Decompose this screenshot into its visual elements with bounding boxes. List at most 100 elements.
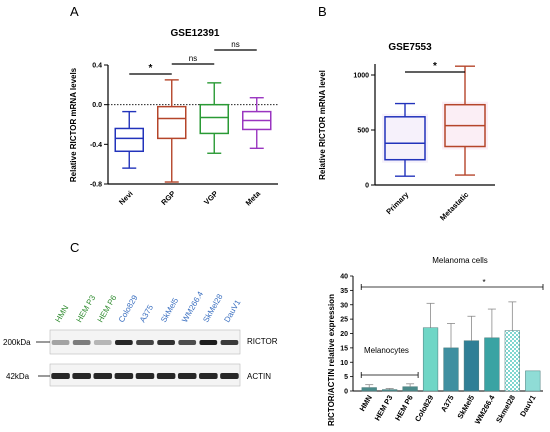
lane-label: A375 bbox=[138, 303, 155, 324]
marker-42kda: 42kDa bbox=[6, 372, 30, 381]
panel-letter-a: A bbox=[70, 4, 79, 19]
category-label: VGP bbox=[202, 189, 220, 207]
lane-label: SkMel28 bbox=[201, 292, 225, 324]
band-actin bbox=[135, 373, 155, 379]
band-actin bbox=[177, 373, 197, 379]
box-rgp bbox=[157, 79, 187, 183]
category-label: WM266.4 bbox=[473, 393, 497, 426]
box-meta bbox=[242, 97, 272, 150]
y-tick-label: 0 bbox=[365, 183, 369, 190]
category-label: Colo829 bbox=[413, 394, 435, 424]
band-actin bbox=[199, 373, 218, 379]
bar-hemp6 bbox=[402, 386, 418, 392]
box-vgp bbox=[199, 82, 229, 154]
y-tick-label: 25 bbox=[340, 317, 348, 324]
band-actin bbox=[51, 373, 70, 379]
y-tick-label: 500 bbox=[357, 128, 369, 135]
y-tick-label: 0 bbox=[344, 389, 348, 396]
category-label: Skmel28 bbox=[494, 394, 517, 425]
lane-label: SkMel5 bbox=[159, 296, 180, 324]
band-actin bbox=[156, 373, 176, 379]
band-rictor bbox=[199, 340, 218, 345]
comparison-label: ns bbox=[231, 40, 239, 49]
box-shade bbox=[382, 113, 428, 163]
category-label: Meta bbox=[244, 188, 263, 207]
category-label: Primary bbox=[384, 189, 411, 216]
bar-hmn bbox=[361, 387, 377, 392]
bar-colo829 bbox=[422, 327, 439, 392]
category-label: A375 bbox=[439, 394, 456, 414]
box-metastatic bbox=[442, 65, 488, 176]
panel-c-ylabel: RICTOR/ACTIN relative expression bbox=[327, 294, 336, 426]
box-iqr bbox=[199, 103, 229, 135]
band-actin bbox=[114, 373, 134, 379]
y-tick-label: 15 bbox=[340, 345, 348, 352]
y-tick-label: 0.4 bbox=[92, 63, 102, 70]
category-label: Metastatic bbox=[438, 190, 470, 222]
bar-skmel5 bbox=[463, 340, 480, 392]
panel-b-boxplot: GSE7553 Relative RICTOR mRNA level 0 500 1… bbox=[318, 42, 495, 222]
band-label-rictor: RICTOR bbox=[247, 337, 278, 346]
box-iqr bbox=[384, 116, 426, 161]
bar-a375 bbox=[443, 347, 459, 392]
band-actin bbox=[93, 373, 113, 379]
lane-label: Colo829 bbox=[117, 293, 140, 324]
box-primary bbox=[382, 102, 428, 177]
band-rictor bbox=[93, 340, 112, 345]
annotation-melanoma-cells: Melanoma cells bbox=[432, 256, 488, 265]
y-tick-label: 30 bbox=[340, 302, 348, 309]
y-tick-label: 35 bbox=[340, 288, 348, 295]
band-label-actin: ACTIN bbox=[247, 372, 271, 381]
category-label: HEM P6 bbox=[393, 394, 415, 423]
band-actin bbox=[72, 373, 91, 379]
bar-wm2664 bbox=[484, 337, 500, 392]
band-rictor bbox=[115, 340, 133, 345]
category-label: Nevi bbox=[117, 189, 135, 207]
comparison-label: * bbox=[433, 61, 437, 72]
bar-skmel28 bbox=[504, 330, 520, 392]
lane-label: HEM P6 bbox=[96, 293, 119, 324]
panel-a-boxplot: GSE12391 Relative RICTOR mRNA levels -0.… bbox=[69, 28, 278, 208]
panel-a-title: GSE12391 bbox=[171, 28, 220, 39]
band-rictor bbox=[136, 340, 154, 345]
category-label: HMN bbox=[358, 394, 374, 413]
y-tick-label: -0.4 bbox=[90, 142, 102, 149]
band-rictor bbox=[220, 340, 239, 345]
box-iqr bbox=[114, 127, 144, 153]
bar-dauv1 bbox=[525, 370, 541, 392]
lane-label: HMN bbox=[53, 304, 70, 324]
band-rictor bbox=[51, 340, 70, 345]
category-label: DauV1 bbox=[518, 394, 537, 419]
panel-b-ylabel: Relative RICTOR mRNA level bbox=[318, 70, 327, 180]
y-tick-label: 5 bbox=[344, 374, 348, 381]
comparison-label: * bbox=[149, 63, 153, 74]
band-rictor bbox=[157, 340, 175, 345]
y-tick-label: 10 bbox=[340, 360, 348, 367]
panel-b-title: GSE7553 bbox=[388, 42, 432, 53]
box-iqr bbox=[157, 105, 187, 140]
bar-hemp3 bbox=[382, 389, 398, 392]
y-tick-label: 40 bbox=[340, 274, 348, 281]
y-tick-label: 0.0 bbox=[92, 102, 102, 109]
annotation-significance: * bbox=[482, 278, 485, 287]
band-rictor bbox=[72, 340, 91, 345]
category-label: RGP bbox=[159, 189, 177, 207]
panel-letter-c: C bbox=[70, 240, 79, 255]
category-label: SkMel5 bbox=[455, 394, 476, 421]
y-tick-label: 20 bbox=[340, 331, 348, 338]
panel-letter-b: B bbox=[318, 4, 327, 19]
comparison-label: ns bbox=[189, 54, 197, 63]
lane-label: HEM P3 bbox=[75, 293, 98, 324]
annotation-melanocytes: Melanocytes bbox=[364, 346, 409, 355]
band-actin bbox=[220, 373, 239, 379]
box-nevi bbox=[114, 110, 144, 169]
lane-label: DauV1 bbox=[222, 298, 242, 324]
y-tick-label: -0.8 bbox=[90, 182, 102, 189]
marker-200kda: 200kDa bbox=[3, 338, 31, 347]
y-tick-label: 1000 bbox=[353, 73, 369, 80]
panel-a-ylabel: Relative RICTOR mRNA levels bbox=[69, 67, 78, 182]
category-label: HEM P3 bbox=[373, 394, 395, 423]
panel-c-barchart: RICTOR/ACTIN relative expression 0 5 10 15 2… bbox=[327, 256, 544, 426]
